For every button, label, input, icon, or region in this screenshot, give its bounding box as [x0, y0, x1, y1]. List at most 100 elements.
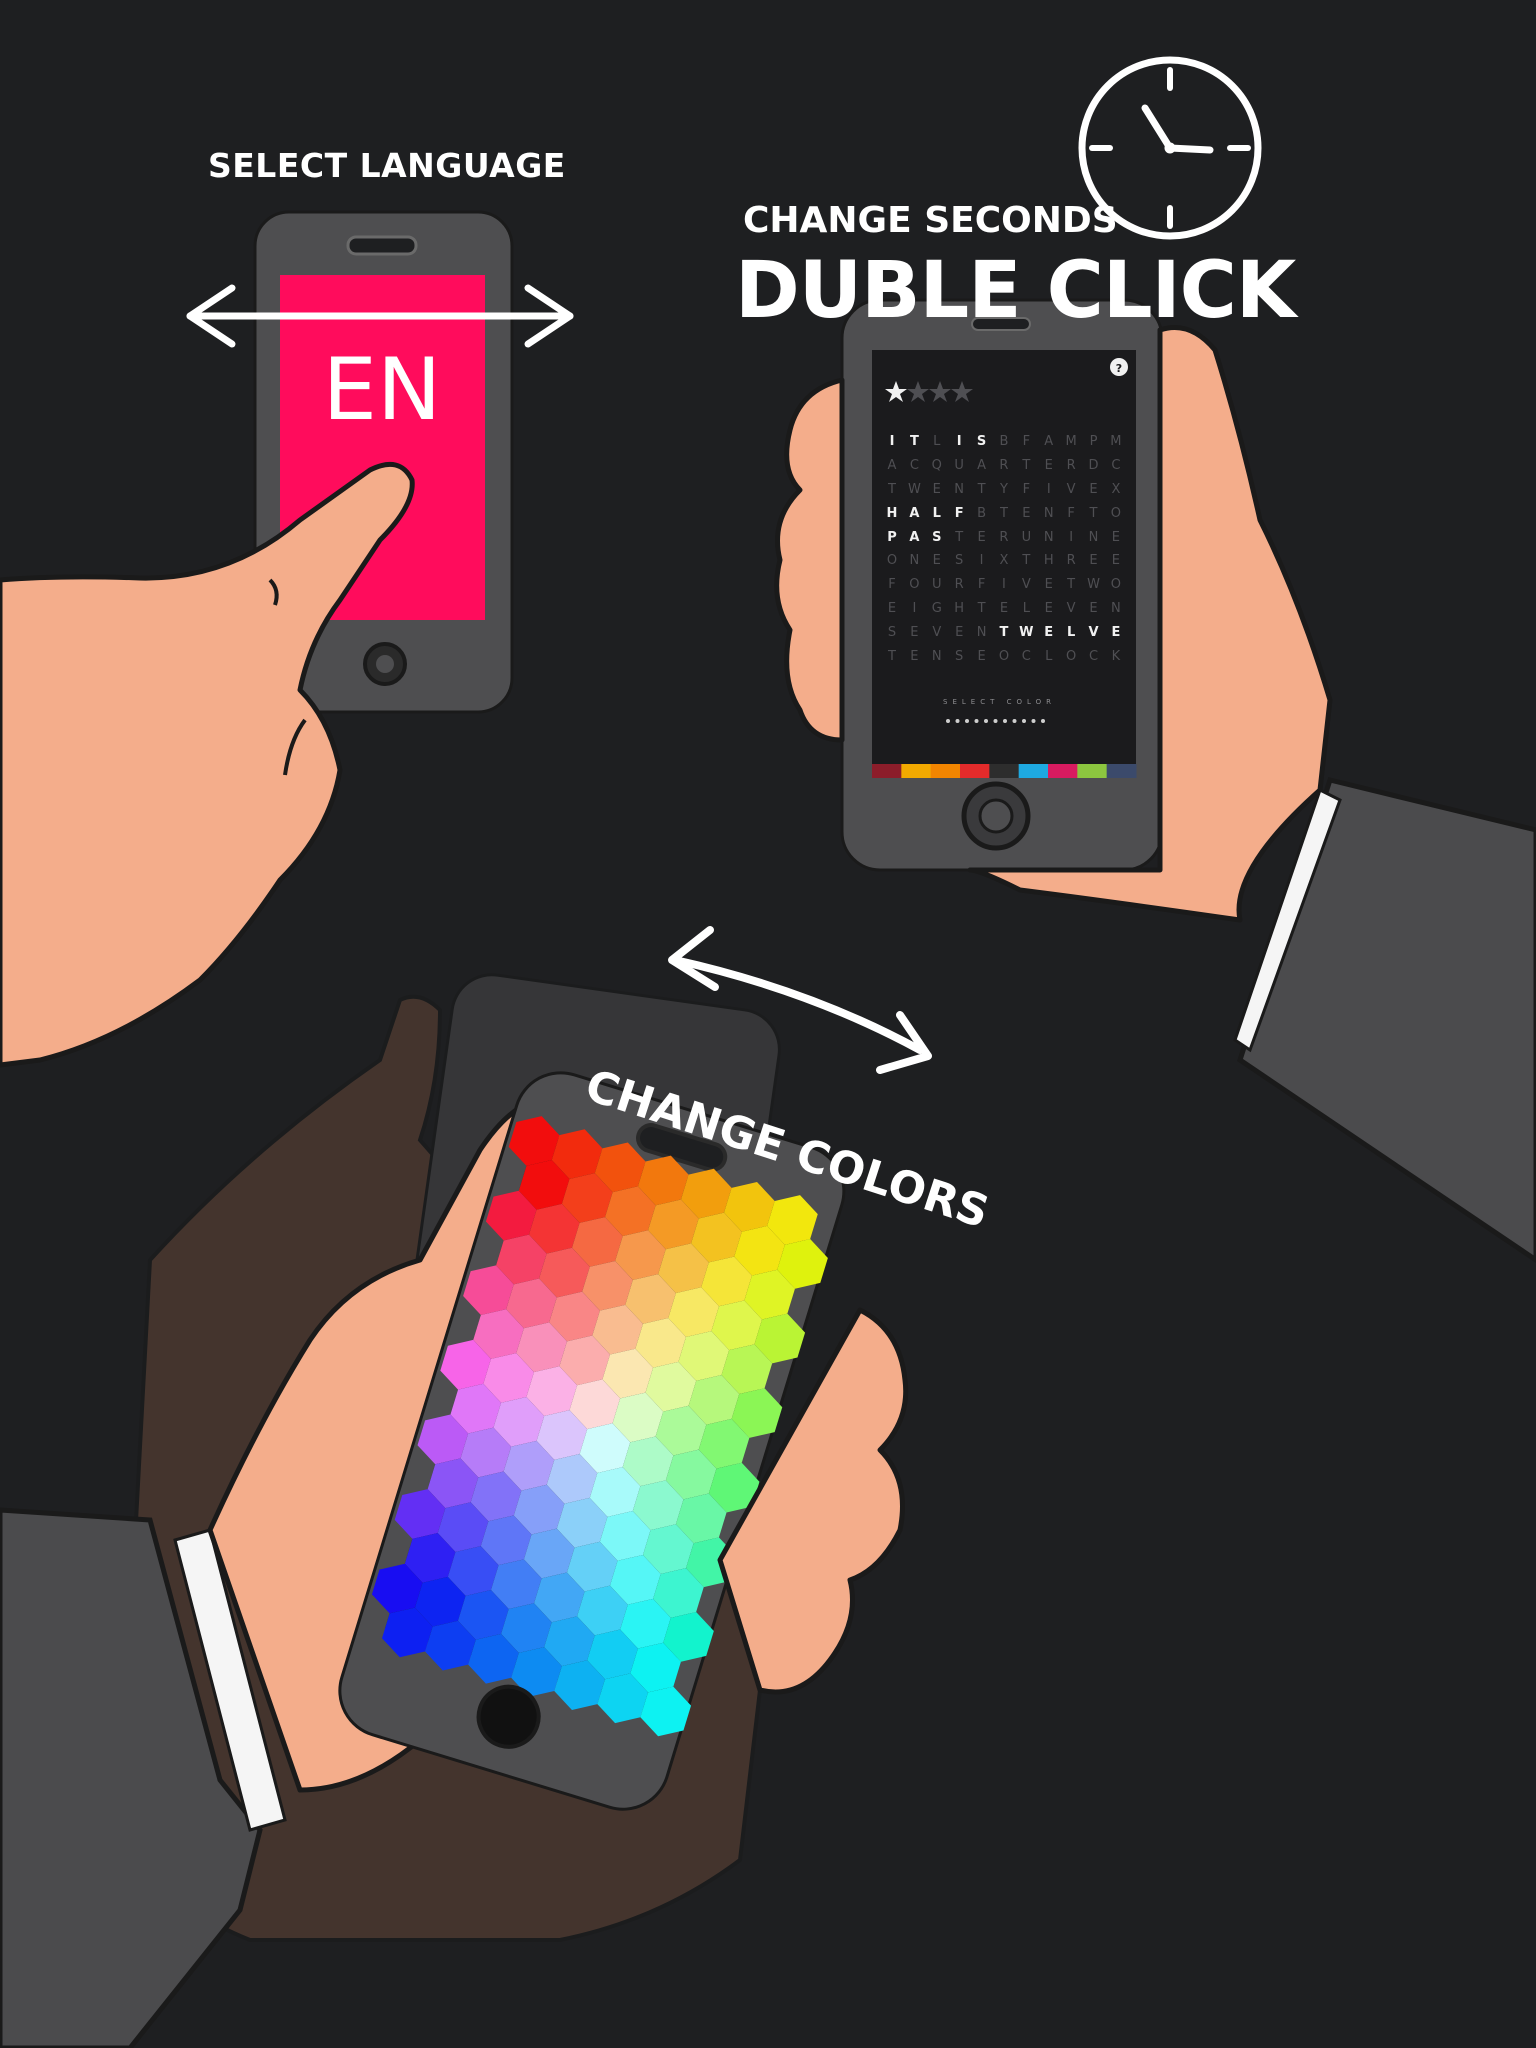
hex-swatch[interactable] — [649, 1562, 707, 1625]
hex-swatch[interactable] — [566, 1373, 624, 1436]
hex-swatch[interactable] — [530, 1566, 588, 1629]
hex-swatch[interactable] — [411, 1570, 469, 1633]
hex-swatch[interactable] — [773, 1232, 831, 1295]
hex-swatch[interactable] — [550, 1654, 608, 1717]
hex-swatch[interactable] — [583, 1623, 641, 1686]
hex-swatch[interactable] — [497, 1597, 555, 1660]
hex-swatch[interactable] — [525, 1197, 583, 1260]
hex-swatch[interactable] — [467, 1465, 525, 1528]
hex-swatch[interactable] — [548, 1123, 606, 1186]
hex-swatch[interactable] — [652, 1399, 710, 1462]
hex-swatch[interactable] — [659, 1605, 717, 1668]
hex-swatch[interactable] — [616, 1592, 674, 1655]
hex-swatch[interactable] — [730, 1219, 788, 1282]
color-swatch[interactable] — [872, 764, 902, 778]
hex-swatch[interactable] — [642, 1355, 700, 1418]
hex-swatch[interactable] — [697, 1250, 755, 1313]
hex-swatch[interactable] — [437, 1333, 495, 1396]
hex-swatch[interactable] — [454, 1583, 512, 1646]
hex-swatch[interactable] — [606, 1548, 664, 1611]
hex-swatch[interactable] — [515, 1153, 573, 1216]
hex-swatch[interactable] — [482, 1184, 540, 1247]
hex-swatch[interactable] — [469, 1303, 527, 1366]
hex-swatch[interactable] — [576, 1417, 634, 1480]
color-swatch[interactable] — [1077, 764, 1108, 778]
color-dot[interactable] — [1041, 719, 1045, 723]
hex-swatch[interactable] — [512, 1316, 570, 1379]
hex-swatch[interactable] — [672, 1487, 730, 1550]
hex-swatch[interactable] — [500, 1434, 558, 1497]
hex-swatch[interactable] — [634, 1149, 692, 1212]
hex-swatch[interactable] — [586, 1461, 644, 1524]
hex-swatch[interactable] — [573, 1579, 631, 1642]
hex-swatch[interactable] — [639, 1518, 697, 1581]
hex-swatch[interactable] — [728, 1382, 786, 1445]
hex-swatch[interactable] — [520, 1522, 578, 1585]
hex-swatch[interactable] — [502, 1272, 560, 1335]
hex-swatch[interactable] — [619, 1430, 677, 1493]
hex-swatch[interactable] — [601, 1180, 659, 1243]
hex-swatch[interactable] — [594, 1667, 652, 1730]
color-dots[interactable] — [946, 719, 1045, 723]
color-dot[interactable] — [1012, 719, 1017, 723]
hex-swatch[interactable] — [505, 1110, 563, 1173]
hex-swatch[interactable] — [464, 1627, 522, 1690]
hex-swatch[interactable] — [751, 1307, 809, 1370]
hex-swatch[interactable] — [507, 1640, 565, 1703]
hex-swatch[interactable] — [558, 1167, 616, 1230]
hex-swatch[interactable] — [457, 1421, 515, 1484]
hex-swatch[interactable] — [664, 1281, 722, 1344]
hex-swatch[interactable] — [720, 1175, 778, 1238]
hex-swatch[interactable] — [492, 1228, 550, 1291]
hex-swatch[interactable] — [718, 1338, 776, 1401]
color-dot[interactable] — [974, 719, 979, 723]
hex-swatch[interactable] — [421, 1614, 479, 1677]
hex-swatch[interactable] — [434, 1496, 492, 1559]
color-dot[interactable] — [1022, 719, 1026, 723]
color-swatch[interactable] — [930, 764, 961, 778]
hex-swatch[interactable] — [705, 1456, 763, 1519]
hex-swatch[interactable] — [523, 1360, 581, 1423]
hex-swatch[interactable] — [368, 1557, 426, 1620]
hex-swatch[interactable] — [556, 1329, 614, 1392]
hex-swatch[interactable] — [401, 1526, 459, 1589]
color-dot[interactable] — [965, 719, 969, 723]
hex-swatch[interactable] — [675, 1325, 733, 1388]
color-dot[interactable] — [946, 719, 950, 723]
hex-swatch[interactable] — [626, 1636, 684, 1699]
hex-swatch[interactable] — [447, 1377, 505, 1440]
hex-swatch[interactable] — [578, 1254, 636, 1317]
hex-swatch[interactable] — [535, 1241, 593, 1304]
hex-swatch[interactable] — [687, 1206, 745, 1269]
color-dot[interactable] — [984, 719, 988, 723]
hex-swatch[interactable] — [609, 1386, 667, 1449]
hex-swatch[interactable] — [540, 1610, 598, 1673]
hex-swatch[interactable] — [533, 1404, 591, 1467]
hex-swatch[interactable] — [644, 1193, 702, 1256]
hex-swatch[interactable] — [741, 1263, 799, 1326]
hex-swatch[interactable] — [685, 1368, 743, 1431]
hex-swatch[interactable] — [611, 1224, 669, 1287]
hex-swatch[interactable] — [487, 1553, 545, 1616]
color-dot[interactable] — [1003, 719, 1007, 723]
hex-swatch[interactable] — [621, 1268, 679, 1331]
hex-swatch[interactable] — [480, 1347, 538, 1410]
hex-color-picker[interactable] — [357, 1110, 843, 1743]
color-swatch[interactable] — [1048, 764, 1078, 778]
language-code[interactable]: EN — [322, 340, 442, 440]
hex-swatch[interactable] — [654, 1237, 712, 1300]
color-dot[interactable] — [993, 719, 998, 723]
hex-swatch[interactable] — [591, 1136, 649, 1199]
hex-swatch[interactable] — [695, 1412, 753, 1475]
color-swatch[interactable] — [960, 764, 990, 778]
hex-swatch[interactable] — [637, 1680, 695, 1743]
hex-swatch[interactable] — [563, 1535, 621, 1598]
hex-swatch[interactable] — [510, 1478, 568, 1541]
hex-swatch[interactable] — [477, 1509, 535, 1572]
hex-swatch[interactable] — [708, 1294, 766, 1357]
hex-swatch[interactable] — [677, 1162, 735, 1225]
hex-swatch[interactable] — [599, 1342, 657, 1405]
hex-swatch[interactable] — [444, 1540, 502, 1603]
hex-swatch[interactable] — [545, 1285, 603, 1348]
color-dot[interactable] — [955, 719, 960, 723]
